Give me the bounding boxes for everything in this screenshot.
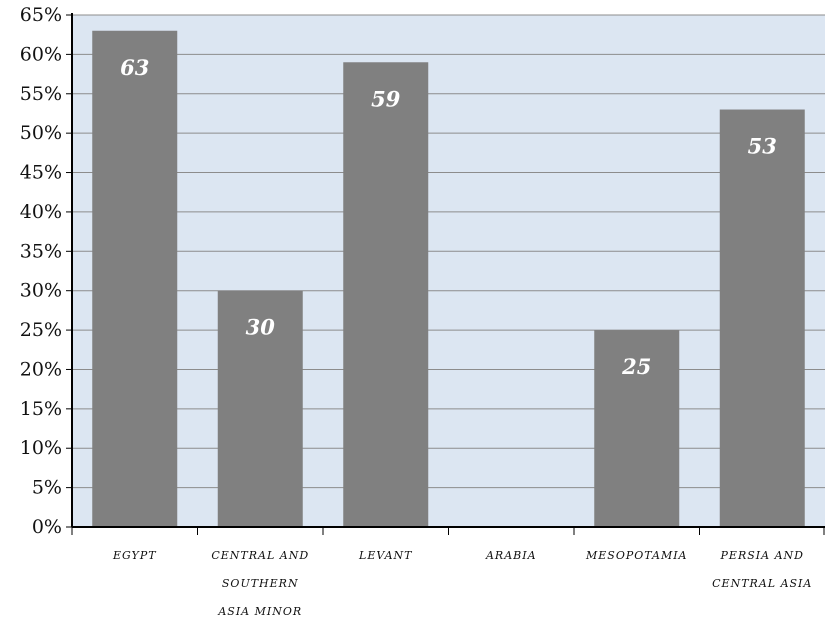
x-tick-label: LEVANT (358, 549, 413, 562)
data-label: 25 (621, 354, 651, 379)
y-tick-label: 0% (32, 516, 62, 538)
plot-area (72, 15, 825, 527)
bar (343, 62, 429, 528)
data-label: 63 (120, 55, 149, 80)
y-tick-label: 15% (20, 398, 62, 420)
x-tick-label: CENTRAL ASIA (712, 577, 812, 590)
y-tick-label: 50% (20, 122, 62, 144)
y-tick-label: 25% (20, 319, 62, 341)
y-tick-label: 60% (20, 43, 62, 65)
x-tick-label: CENTRAL AND (211, 549, 309, 562)
y-axis-ticks: 0% 5% 10% 15% 20% 25% 30% 35% 40% 45% 50% 55% 60% 65% (20, 4, 72, 538)
x-tick-label: PERSIA AND (720, 549, 804, 562)
bar (217, 290, 303, 527)
y-tick-label: 20% (20, 358, 62, 380)
y-tick-label: 45% (20, 162, 62, 184)
data-label: 30 (246, 315, 276, 340)
gridlines (72, 14, 825, 489)
y-tick-label: 55% (20, 83, 62, 105)
x-tick-label: EGYPT (112, 549, 157, 562)
y-tick-label: 30% (20, 280, 62, 302)
bars (92, 30, 805, 528)
x-tick-label: ASIA MINOR (217, 605, 302, 618)
y-tick-label: 10% (20, 437, 62, 459)
data-label: 59 (371, 86, 401, 111)
y-tick-label: 5% (32, 477, 62, 499)
x-axis-ticks: EGYPT CENTRAL AND SOUTHERN ASIA MINOR LEVANT… (71, 527, 825, 618)
x-tick-label: MESOPOTAMIA (585, 549, 688, 562)
data-label: 53 (748, 134, 777, 159)
y-tick-label: 40% (20, 201, 62, 223)
y-tick-label: 35% (20, 240, 62, 262)
bar (594, 330, 680, 527)
data-labels: 63 30 59 25 53 (120, 55, 777, 379)
x-tick-label: SOUTHERN (222, 577, 299, 590)
y-tick-label: 65% (20, 4, 62, 26)
x-tick-label: ARABIA (485, 549, 537, 562)
bar (719, 109, 805, 528)
bar (92, 30, 178, 527)
